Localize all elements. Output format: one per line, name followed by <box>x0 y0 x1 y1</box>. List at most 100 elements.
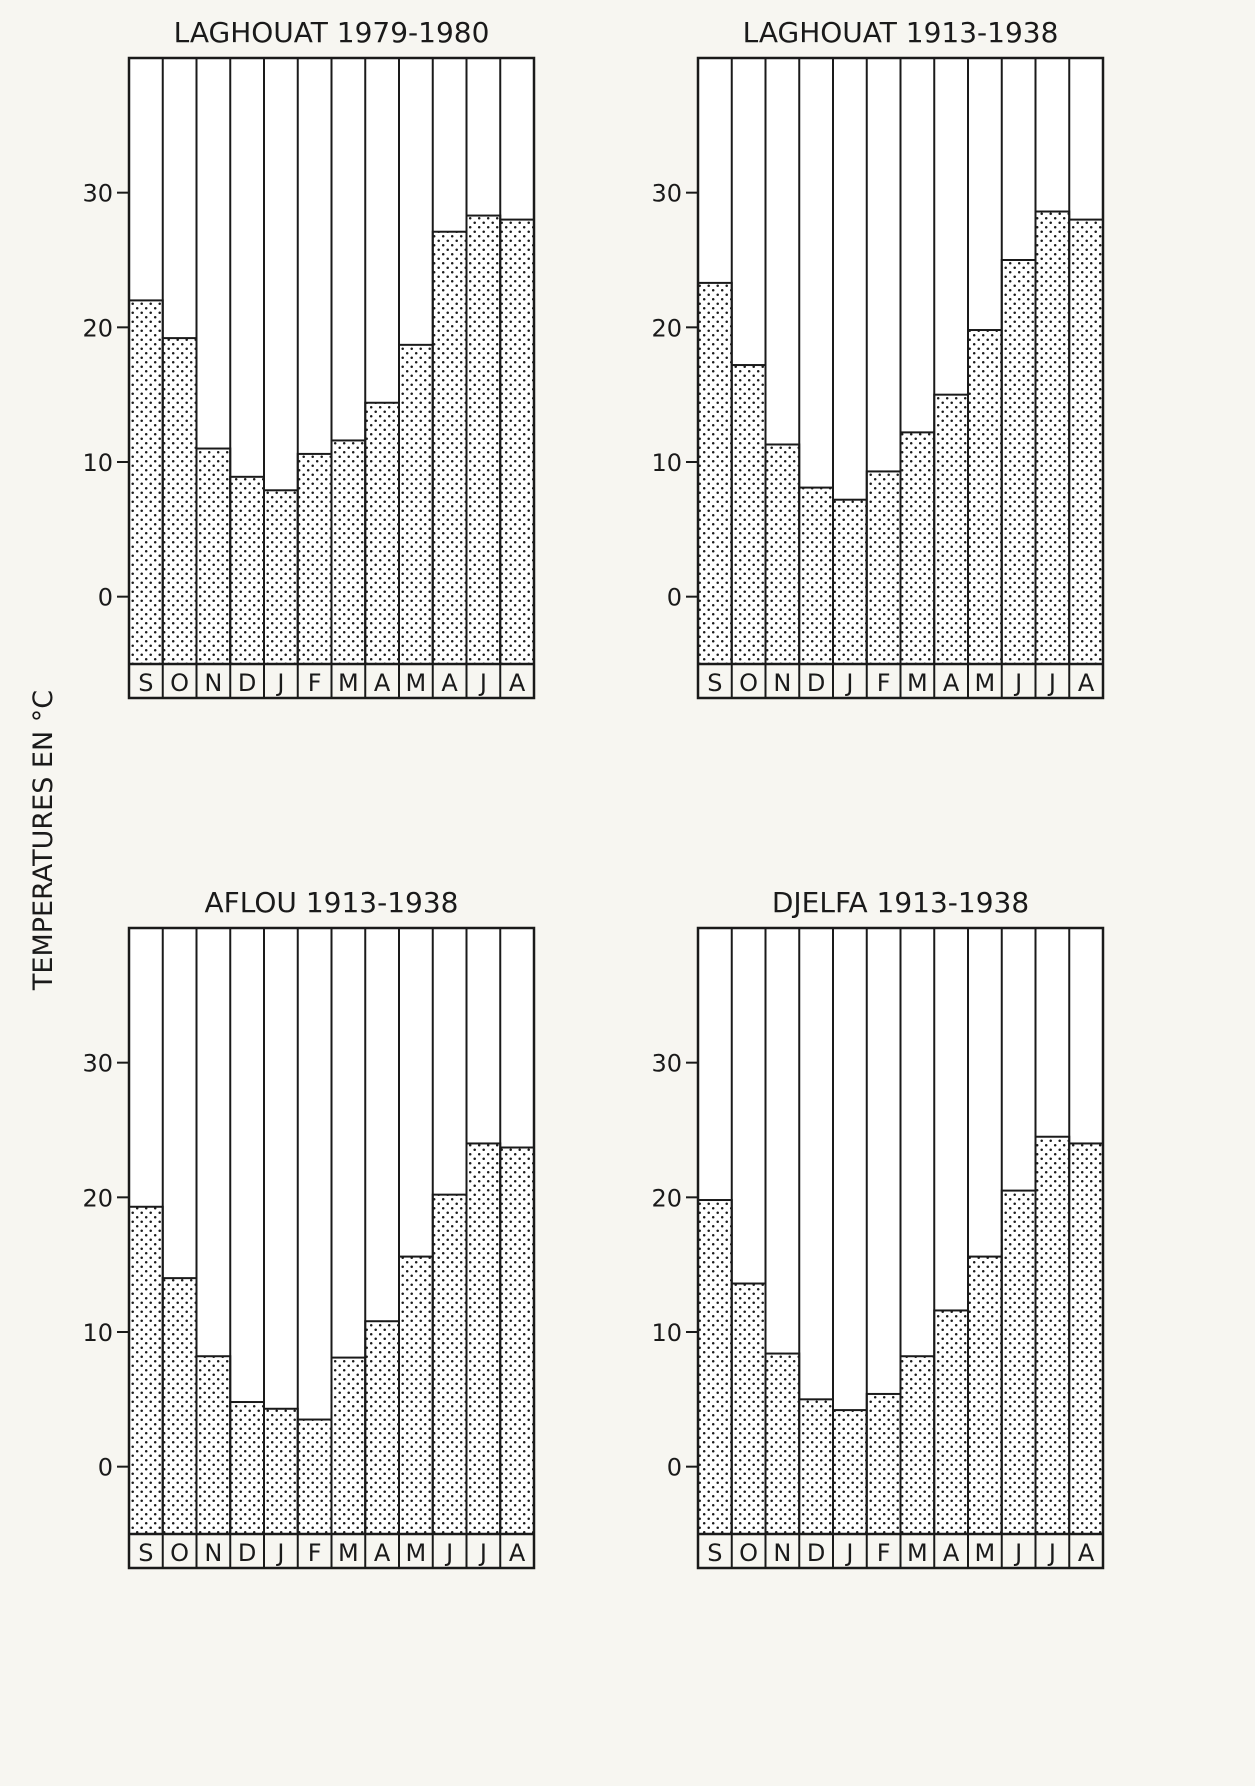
bar <box>933 1309 969 1536</box>
bar <box>465 1142 502 1535</box>
plot-frame <box>127 56 536 700</box>
bar <box>161 1277 198 1535</box>
month-label: A <box>1078 1539 1095 1567</box>
bar <box>364 401 400 665</box>
month-label: J <box>1047 669 1056 697</box>
y-tick-label: 30 <box>651 1050 682 1078</box>
bar <box>229 475 265 665</box>
bar <box>832 498 868 665</box>
month-label: F <box>308 669 322 697</box>
bar <box>730 1282 767 1536</box>
bar <box>1000 259 1037 665</box>
month-label: S <box>138 1539 153 1567</box>
month-label: O <box>739 1539 758 1567</box>
month-label: O <box>170 1539 189 1567</box>
bar <box>865 470 902 665</box>
plot-frame <box>696 926 1105 1570</box>
bar <box>899 431 936 665</box>
bar <box>229 1401 265 1535</box>
month-label: M <box>907 1539 928 1567</box>
y-tick-label: 10 <box>82 449 113 477</box>
chart-title: AFLOU 1913-1938 <box>205 886 459 919</box>
month-label: M <box>975 669 996 697</box>
bar <box>364 1320 400 1536</box>
bar <box>1034 210 1071 666</box>
month-label: S <box>707 669 722 697</box>
month-label: A <box>509 1539 526 1567</box>
bar <box>128 1205 164 1535</box>
month-label: J <box>275 1539 284 1567</box>
month-label: F <box>308 1539 322 1567</box>
bar <box>431 230 468 665</box>
chart-title: LAGHOUAT 1979-1980 <box>174 16 490 49</box>
bar <box>764 1352 801 1535</box>
bar <box>899 1355 936 1535</box>
month-label: A <box>1078 669 1095 697</box>
month-label: A <box>509 669 526 697</box>
month-label: A <box>441 669 458 697</box>
month-label: D <box>807 669 825 697</box>
bar <box>465 214 502 665</box>
month-label: M <box>338 1539 359 1567</box>
y-tick-label: 30 <box>82 1050 113 1078</box>
bar <box>161 337 198 665</box>
bar <box>1068 218 1104 665</box>
bar <box>263 489 299 665</box>
month-label: J <box>1047 1539 1056 1567</box>
y-tick-label: 10 <box>82 1319 113 1347</box>
bar <box>697 281 733 665</box>
bar <box>1000 1189 1037 1535</box>
month-label: J <box>478 669 487 697</box>
month-label: J <box>275 669 284 697</box>
month-label: N <box>204 1539 222 1567</box>
y-tick-label: 0 <box>667 584 682 612</box>
plot-frame <box>127 926 536 1570</box>
month-label: S <box>707 1539 722 1567</box>
bar <box>263 1407 299 1536</box>
month-label: F <box>877 669 891 697</box>
y-tick-label: 0 <box>98 1454 113 1482</box>
month-label: A <box>943 1539 960 1567</box>
bar <box>798 486 834 665</box>
y-tick-label: 10 <box>651 1319 682 1347</box>
chart-title: LAGHOUAT 1913-1938 <box>743 16 1059 49</box>
bar <box>195 1355 232 1535</box>
bar <box>967 1255 1003 1535</box>
bar <box>967 329 1003 665</box>
month-label: A <box>374 1539 391 1567</box>
month-label: A <box>943 669 960 697</box>
bar <box>296 452 333 666</box>
month-label: J <box>1013 669 1022 697</box>
month-label: O <box>739 669 758 697</box>
bar <box>499 218 535 665</box>
month-label: S <box>138 669 153 697</box>
chart-title: DJELFA 1913-1938 <box>772 886 1029 919</box>
y-tick-label: 20 <box>651 1184 682 1212</box>
month-label: D <box>238 669 256 697</box>
month-label: J <box>1013 1539 1022 1567</box>
month-label: M <box>338 669 359 697</box>
bar <box>195 447 232 665</box>
month-label: J <box>444 1539 453 1567</box>
bar <box>1034 1135 1071 1535</box>
bar <box>330 1356 367 1535</box>
month-label: A <box>374 669 391 697</box>
plot-frame <box>696 56 1105 700</box>
month-label: M <box>907 669 928 697</box>
month-label: D <box>238 1539 256 1567</box>
bar <box>865 1392 902 1535</box>
y-tick-label: 0 <box>667 1454 682 1482</box>
month-label: M <box>406 1539 427 1567</box>
bar <box>764 443 801 666</box>
month-label: J <box>844 1539 853 1567</box>
bar <box>398 1255 434 1535</box>
bar <box>697 1199 733 1535</box>
y-tick-label: 0 <box>98 584 113 612</box>
bar <box>933 393 969 665</box>
month-label: D <box>807 1539 825 1567</box>
y-tick-label: 30 <box>82 180 113 208</box>
